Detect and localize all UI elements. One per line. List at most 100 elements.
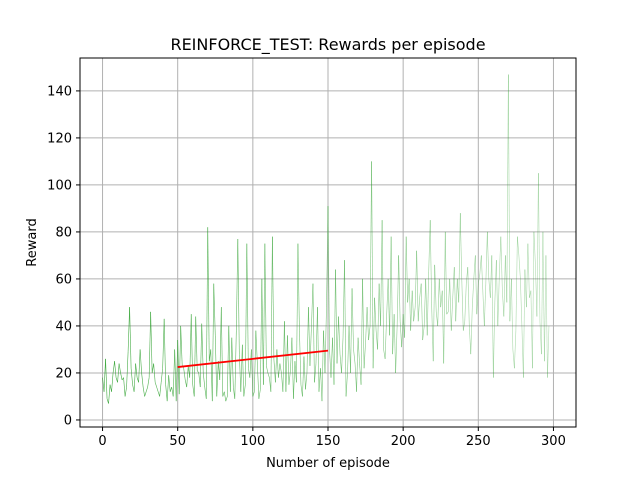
reward-segment [311,283,314,326]
reward-segment [135,363,138,378]
reward-segment [117,363,120,383]
reward-segment [160,368,163,383]
x-axis-label: Number of episode [266,456,390,471]
reward-segment [523,269,526,378]
reward-segment [458,213,461,303]
reward-segment [396,255,399,326]
reward-segment [243,384,246,397]
reward-segment [414,250,417,308]
reward-segment [401,314,404,348]
reward-segment [261,278,264,385]
reward-segment [174,349,177,402]
reward-segment [324,307,327,373]
reward-segment [541,231,544,355]
reward-segment [225,396,228,402]
reward-segment [381,220,384,350]
reward-segment [264,243,267,366]
reward-segment [369,161,372,326]
reward-segment [500,236,503,291]
reward-segment [123,377,126,397]
reward-segment [542,231,545,362]
reward-segment [508,74,511,322]
reward-segment [351,288,354,350]
reward-segment [404,236,407,338]
reward-segment [252,391,255,397]
reward-segment [266,365,269,374]
reward-segment [524,269,527,308]
reward-segment [359,363,362,385]
reward-segment [375,330,378,350]
reward-segment [219,307,222,380]
reward-segment [103,358,106,392]
reward-segment [481,255,484,291]
reward-segment [529,290,532,298]
reward-segment [380,220,383,326]
reward-segment [287,335,290,385]
reward-segment [539,321,542,355]
reward-segment [291,337,294,399]
reward-segment [544,255,547,362]
reward-segment [521,325,524,378]
reward-segment [108,384,111,404]
reward-segment [365,307,368,343]
reward-segment [497,274,500,326]
reward-segment [357,337,360,364]
x-tick-label: 0 [98,434,106,449]
reward-segment [309,325,312,366]
reward-segment [479,255,482,275]
reward-segment [353,349,356,364]
reward-segment [172,349,175,397]
reward-segment [169,386,172,392]
reward-segment [520,278,523,326]
reward-segment [335,269,338,364]
reward-segment [330,337,333,378]
reward-segment [467,267,470,326]
reward-segment [242,344,245,397]
x-tick-label: 50 [169,434,186,449]
reward-segment [398,255,401,322]
reward-segment [260,278,263,390]
reward-segment [183,368,186,381]
reward-segment [306,307,309,373]
reward-segment [452,267,455,298]
reward-segment [515,236,518,331]
reward-segment [505,255,508,303]
reward-segment [471,278,475,308]
ticks: 0 50 100 150 200 250 300 0 20 40 60 80 100 120 140 [47,84,566,449]
reward-segment [517,236,520,256]
reward-segment [509,278,512,322]
reward-segment [207,227,210,362]
reward-segment [148,311,151,378]
reward-segment [278,363,281,378]
reward-segment [270,236,273,392]
reward-segment [338,316,341,355]
reward-segment [462,321,466,331]
reward-segment [150,311,153,373]
reward-segment [326,206,329,308]
reward-segment [363,342,366,369]
reward-segment [405,236,408,303]
reward-segment [320,368,323,402]
reward-segment [201,323,204,373]
reward-segment [488,278,491,298]
reward-segment [213,283,216,336]
reward-segment [417,297,420,322]
reward-segment [434,264,437,312]
y-tick-label: 0 [64,413,72,428]
reward-segment [142,386,145,397]
reward-segment [195,316,198,371]
reward-segment [425,278,428,336]
grid [80,58,576,427]
chart-title: REINFORCE_TEST: Rewards per episode [170,35,485,55]
x-tick-label: 100 [240,434,265,449]
reward-segment [339,354,342,373]
reward-segment [129,307,132,369]
reward-segment [485,231,488,284]
reward-segment [366,307,369,341]
y-tick-label: 40 [55,319,72,334]
reward-segment [284,321,287,392]
reward-segment [299,330,302,385]
reward-segment [251,349,254,397]
reward-segment [211,283,215,402]
reward-segment [315,307,318,364]
